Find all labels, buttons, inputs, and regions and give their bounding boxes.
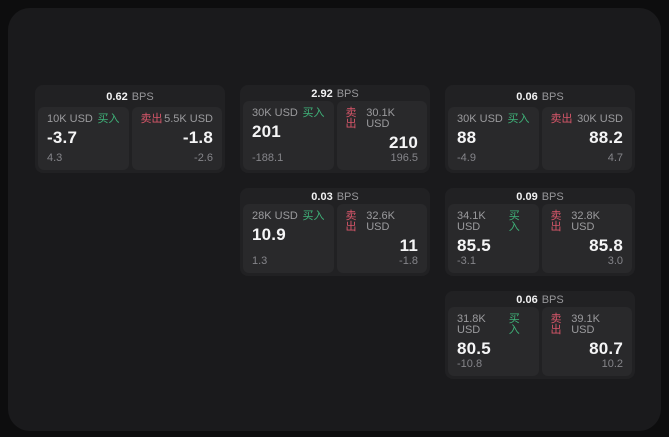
- sell-price: 210: [389, 133, 418, 153]
- bps-header: 0.06 BPS: [448, 294, 632, 307]
- bps-unit-label: BPS: [541, 191, 564, 204]
- sell-side-label: 卖出: [140, 113, 163, 125]
- buy-delta: -10.8: [457, 358, 483, 370]
- buy-cell[interactable]: 10K USD 买入 -3.7 4.3: [38, 107, 129, 170]
- bps-value: 0.06: [516, 294, 538, 307]
- buy-side-label: 买入: [508, 313, 520, 337]
- sell-side-label: 卖出: [550, 210, 562, 234]
- buy-price: 85.5: [457, 236, 491, 256]
- buy-delta: 1.3: [252, 255, 268, 267]
- sell-delta: 3.0: [607, 255, 623, 267]
- sell-amount: 5.5K USD: [164, 113, 213, 125]
- buy-price: -3.7: [47, 128, 78, 147]
- buy-delta: -3.1: [457, 255, 476, 267]
- sell-price: -1.8: [182, 128, 213, 147]
- quote-cards-grid: 0.62 BPS 10K USD 买入 -3.7 4.3 卖出 5.5K USD: [35, 85, 635, 379]
- bps-header: 0.03 BPS: [243, 191, 427, 204]
- bps-header: 2.92 BPS: [243, 88, 427, 101]
- sell-side-label: 卖出: [550, 113, 573, 125]
- bps-header: 0.06 BPS: [448, 88, 632, 107]
- bps-value: 0.06: [516, 91, 538, 103]
- sell-delta: -1.8: [399, 255, 418, 267]
- quote-card: 0.03 BPS 28K USD 买入 10.9 1.3 卖出 32.6K US…: [240, 188, 430, 276]
- sell-price: 85.8: [589, 236, 623, 256]
- buy-amount: 28K USD: [252, 210, 298, 223]
- buy-price: 80.5: [457, 339, 491, 359]
- buy-amount: 30K USD: [457, 113, 503, 125]
- sell-amount: 30K USD: [577, 113, 623, 125]
- sell-side-label: 卖出: [550, 313, 562, 337]
- app-window: 0.62 BPS 10K USD 买入 -3.7 4.3 卖出 5.5K USD: [8, 8, 661, 431]
- buy-cell[interactable]: 28K USD 买入 10.9 1.3: [243, 204, 334, 273]
- sell-cell[interactable]: 卖出 30.1K USD 210 196.5: [336, 101, 427, 170]
- bps-value: 0.62: [106, 91, 128, 103]
- sell-cell[interactable]: 卖出 5.5K USD -1.8 -2.6: [131, 107, 222, 170]
- bps-unit-label: BPS: [336, 191, 359, 204]
- sell-cell[interactable]: 卖出 39.1K USD 80.7 10.2: [541, 307, 632, 376]
- buy-delta: -188.1: [252, 152, 284, 164]
- bps-header: 0.09 BPS: [448, 191, 632, 204]
- sell-side-label: 卖出: [345, 107, 357, 131]
- sell-cell[interactable]: 卖出 32.6K USD 11 -1.8: [336, 204, 427, 273]
- bps-header: 0.62 BPS: [38, 88, 222, 107]
- bps-value: 0.09: [516, 191, 538, 204]
- sell-side-label: 卖出: [345, 210, 357, 234]
- sell-delta: -2.6: [194, 152, 213, 164]
- buy-side-label: 买入: [302, 210, 325, 223]
- bps-unit-label: BPS: [541, 294, 564, 307]
- quote-card: 0.06 BPS 30K USD 买入 88 -4.9 卖出 30K USD: [445, 85, 635, 173]
- buy-cell[interactable]: 30K USD 买入 88 -4.9: [448, 107, 539, 170]
- buy-amount: 10K USD: [47, 113, 93, 125]
- quote-card: 0.09 BPS 34.1K USD 买入 85.5 -3.1 卖出 32.8K…: [445, 188, 635, 276]
- buy-price: 88: [457, 128, 477, 147]
- sell-price: 11: [399, 236, 418, 256]
- buy-price: 10.9: [252, 225, 286, 245]
- buy-amount: 30K USD: [252, 107, 298, 120]
- sell-amount: 39.1K USD: [571, 313, 600, 337]
- buy-side-label: 买入: [507, 113, 530, 125]
- buy-price: 201: [252, 122, 281, 142]
- buy-delta: -4.9: [457, 152, 476, 164]
- buy-side-label: 买入: [97, 113, 120, 125]
- sell-amount: 32.8K USD: [571, 210, 600, 234]
- sell-delta: 10.2: [601, 358, 623, 370]
- quote-card: 0.62 BPS 10K USD 买入 -3.7 4.3 卖出 5.5K USD: [35, 85, 225, 173]
- sell-cell[interactable]: 卖出 30K USD 88.2 4.7: [541, 107, 632, 170]
- sell-amount: 32.6K USD: [366, 210, 395, 234]
- bps-unit-label: BPS: [336, 88, 359, 101]
- sell-delta: 4.7: [607, 152, 623, 164]
- bps-unit-label: BPS: [541, 91, 564, 103]
- sell-price: 88.2: [589, 128, 623, 147]
- sell-cell[interactable]: 卖出 32.8K USD 85.8 3.0: [541, 204, 632, 273]
- buy-delta: 4.3: [47, 152, 63, 164]
- quote-card: 0.06 BPS 31.8K USD 买入 80.5 -10.8 卖出 39.1…: [445, 291, 635, 379]
- buy-cell[interactable]: 34.1K USD 买入 85.5 -3.1: [448, 204, 539, 273]
- buy-side-label: 买入: [302, 107, 325, 120]
- sell-amount: 30.1K USD: [366, 107, 395, 131]
- buy-cell[interactable]: 30K USD 买入 201 -188.1: [243, 101, 334, 170]
- buy-cell[interactable]: 31.8K USD 买入 80.5 -10.8: [448, 307, 539, 376]
- buy-side-label: 买入: [508, 210, 520, 234]
- sell-delta: 196.5: [390, 152, 418, 164]
- quote-card: 2.92 BPS 30K USD 买入 201 -188.1 卖出 30.1K …: [240, 85, 430, 173]
- buy-amount: 34.1K USD: [457, 210, 486, 234]
- bps-value: 2.92: [311, 88, 333, 101]
- sell-price: 80.7: [589, 339, 623, 359]
- buy-amount: 31.8K USD: [457, 313, 486, 337]
- bps-value: 0.03: [311, 191, 333, 204]
- bps-unit-label: BPS: [131, 91, 154, 103]
